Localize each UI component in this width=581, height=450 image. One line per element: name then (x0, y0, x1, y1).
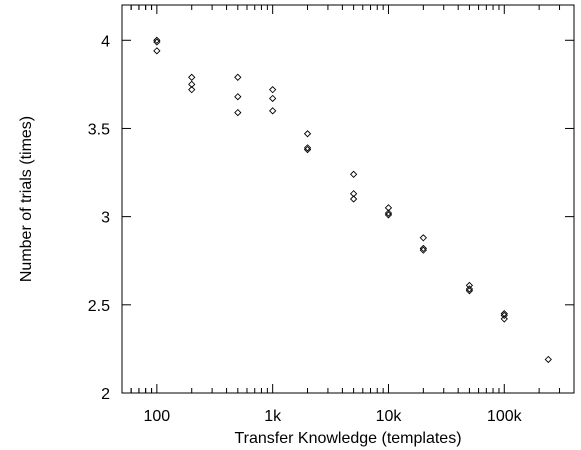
data-point (419, 244, 427, 253)
data-point (303, 145, 312, 154)
data-point (500, 311, 508, 320)
data-point (188, 86, 196, 94)
x-tick-labels: 100 1k 10k 100k (144, 408, 523, 425)
x-tick-label: 10k (376, 408, 403, 425)
data-point (500, 315, 508, 323)
data-point (419, 234, 427, 242)
data-point (188, 73, 196, 81)
data-point (153, 47, 161, 55)
x-tick-label: 1k (264, 408, 282, 425)
data-points (153, 36, 552, 364)
data-point (303, 144, 312, 152)
data-point (384, 211, 393, 219)
data-point (234, 73, 242, 81)
data-point (349, 170, 358, 178)
data-point (269, 94, 277, 103)
data-point (384, 204, 393, 212)
x-tick-label: 100 (144, 408, 171, 425)
data-point (153, 36, 161, 44)
data-point (188, 80, 196, 89)
x-axis-title: Transfer Knowledge (templates) (234, 430, 461, 447)
data-point (500, 309, 508, 318)
data-point (544, 355, 552, 364)
y-tick-label: 3 (101, 210, 110, 227)
data-point (419, 246, 427, 254)
y-tick-label: 2.5 (88, 298, 110, 315)
data-point (384, 209, 393, 217)
data-point (465, 285, 474, 293)
axis-ticks (121, 5, 575, 394)
data-point (269, 86, 277, 94)
data-point (465, 287, 474, 295)
data-point (303, 130, 312, 138)
x-tick-label: 100k (487, 408, 523, 425)
data-point (269, 107, 277, 115)
y-tick-labels: 2 2.5 3 3.5 4 (88, 33, 110, 403)
data-point (234, 108, 242, 117)
data-point (349, 190, 358, 198)
y-tick-label: 4 (101, 33, 110, 50)
plot-frame (121, 4, 575, 394)
data-point (349, 195, 358, 203)
data-point (234, 93, 242, 101)
data-point (153, 38, 161, 46)
data-point (465, 281, 474, 290)
y-axis-title: Number of trials (times) (18, 116, 35, 282)
y-tick-label: 2 (101, 386, 110, 403)
y-tick-label: 3.5 (88, 121, 110, 138)
